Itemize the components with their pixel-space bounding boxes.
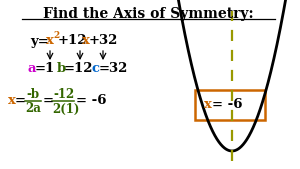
Text: =: = [15, 94, 26, 107]
Text: b: b [57, 63, 66, 76]
Text: y=: y= [30, 34, 49, 47]
Text: -12: -12 [53, 88, 74, 101]
Text: = -6: = -6 [76, 94, 106, 107]
Text: a: a [28, 63, 37, 76]
Text: =32: =32 [99, 63, 128, 76]
Text: x: x [82, 34, 90, 47]
Text: +32: +32 [89, 34, 118, 47]
Text: =12: =12 [64, 63, 94, 76]
Text: 2(1): 2(1) [52, 103, 80, 115]
Text: 2a: 2a [25, 103, 41, 115]
Text: x: x [8, 94, 16, 107]
Text: c: c [92, 63, 100, 76]
Text: -b: -b [26, 88, 39, 101]
Text: x: x [46, 34, 54, 47]
Text: = -6: = -6 [212, 98, 242, 111]
Text: =1: =1 [35, 63, 55, 76]
Text: Find the Axis of Symmetry:: Find the Axis of Symmetry: [43, 7, 253, 21]
Text: 2: 2 [53, 31, 59, 41]
FancyBboxPatch shape [195, 90, 265, 120]
Text: =: = [43, 94, 54, 107]
Text: +12: +12 [58, 34, 88, 47]
Text: x: x [204, 98, 212, 111]
